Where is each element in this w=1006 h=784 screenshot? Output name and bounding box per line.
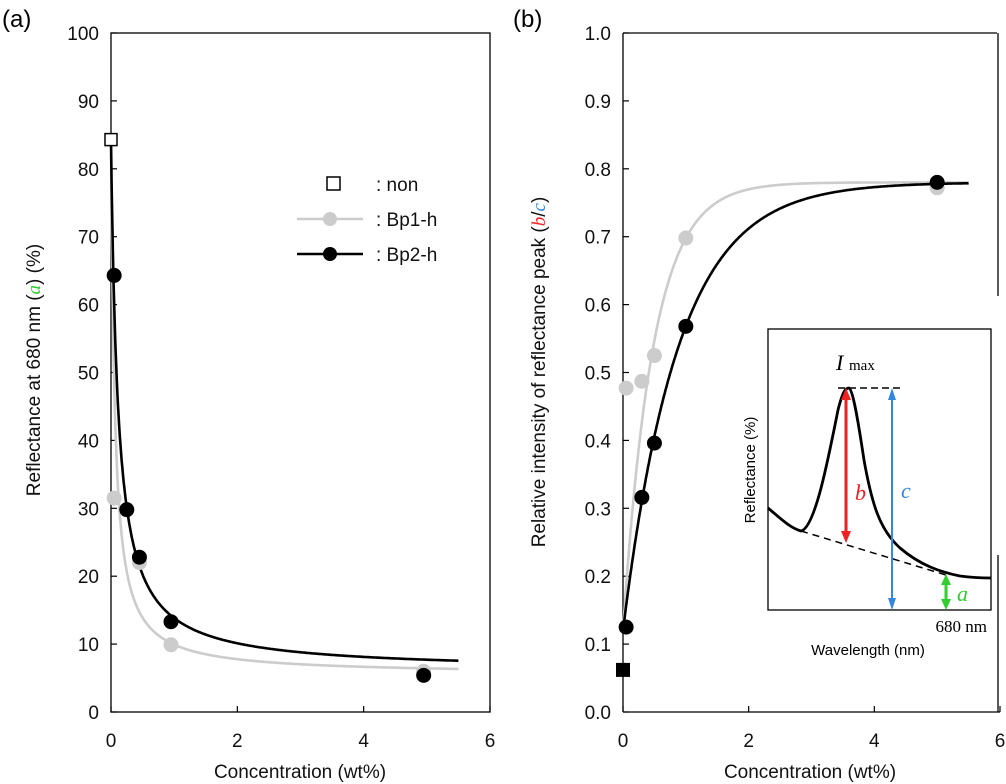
panel-a-xlabel: Concentration (wt%): [214, 762, 386, 783]
x-tick-label: 2: [232, 731, 243, 752]
legend: : non : Bp1-h : Bp2-h: [297, 175, 437, 266]
y-tick-label: 50: [78, 364, 99, 385]
y-tick-label: 40: [78, 431, 99, 452]
panel-b: 0.0 0.1 0.2 0.3 0.4 0.5 0.6 0.7 0.8 0.9 1.0 0 2 4 6 Co…: [529, 24, 1005, 783]
a-label: a: [957, 581, 968, 606]
bp1-h-fit-curve: [621, 181, 969, 631]
x-tick-label: 4: [358, 731, 369, 752]
y-tick-label: 100: [67, 24, 99, 45]
y-tick-label: 0.9: [585, 92, 611, 113]
y-tick-label: 0.6: [585, 296, 611, 317]
y-tick-label: 0: [88, 703, 99, 724]
x-tick-label: 2: [743, 731, 754, 752]
panel-a-label: (a): [2, 6, 31, 33]
y-tick-label: 0.1: [585, 635, 611, 656]
bp1-h-point: [618, 380, 634, 396]
x-tick-label: 0: [106, 731, 117, 752]
non-point: [616, 662, 630, 677]
panel-b-xlabel: Concentration (wt%): [724, 762, 896, 783]
bp2-h-point: [106, 267, 122, 283]
bp2-h-point: [163, 614, 179, 630]
y-tick-label: 0.7: [585, 228, 611, 249]
x-tick-label: 0: [618, 731, 629, 752]
x-tick-label: 4: [869, 731, 880, 752]
bp2-h-point: [646, 435, 662, 451]
y-tick-label: 60: [78, 296, 99, 317]
y-tick-label: 90: [78, 92, 99, 113]
imax-subscript: max: [849, 358, 875, 374]
legend-bp1-marker: [323, 212, 337, 226]
bp1-h-point: [646, 348, 662, 364]
bp2-h-point: [119, 502, 135, 518]
bp1-h-point: [163, 637, 179, 653]
panel-a: 0 10 20 30 40 50 60 70 80 90 100 0 2 4 6 Concentration…: [24, 24, 495, 783]
inset-ylabel: Reflectance (%): [742, 417, 759, 524]
bp1-h-point: [106, 490, 122, 506]
bp2-h-point: [678, 318, 694, 334]
y-tick-label: 10: [78, 635, 99, 656]
bp1-h-point: [678, 230, 694, 246]
c-label: c: [901, 478, 911, 503]
y-tick-label: 0.4: [585, 431, 612, 452]
x-tick-label: 6: [485, 731, 496, 752]
inset-schematic: I max b c a 680 nm Wavelength (nm) Refle…: [742, 328, 992, 659]
inset-680nm-label: 680 nm: [936, 617, 987, 636]
y-tick-label: 1.0: [585, 24, 611, 45]
bp2-h-point: [131, 549, 147, 565]
imax-label: I: [835, 350, 845, 375]
inset-baseline-dashed: [800, 530, 947, 576]
bp2-h-point: [416, 667, 432, 683]
b-arrow: [841, 388, 851, 543]
inset-spectrum-curve: [767, 386, 992, 580]
bp2-h-point: [634, 489, 650, 505]
y-tick-label: 20: [78, 567, 99, 588]
y-tick-label: 70: [78, 228, 99, 249]
inset-xlabel: Wavelength (nm): [811, 642, 925, 659]
y-tick-label: 0.3: [585, 499, 611, 520]
y-tick-label: 0.5: [585, 364, 611, 385]
panel-b-ylabel: Relative intensity of reflectance peak (…: [529, 197, 550, 548]
non-point: [104, 132, 118, 147]
bp2-h-fit-curve: [621, 181, 969, 631]
y-tick-label: 0.2: [585, 567, 611, 588]
panel-b-label: (b): [513, 6, 542, 33]
panel-a-ylabel: Reflectance at 680 nm (a) (%): [24, 244, 45, 496]
bp2-h-fit-curve: [109, 139, 459, 662]
bp2-h-point: [929, 174, 945, 190]
legend-non-marker: [326, 176, 341, 191]
legend-non-label: : non: [376, 175, 418, 196]
b-label: b: [855, 480, 866, 505]
y-tick-label: 0.0: [585, 703, 611, 724]
legend-bp1-label: : Bp1-h: [376, 210, 437, 231]
a-arrow: [941, 574, 951, 610]
y-tick-label: 0.8: [585, 160, 611, 181]
legend-bp2-marker: [323, 247, 337, 261]
x-tick-label: 6: [995, 731, 1006, 752]
y-tick-label: 80: [78, 160, 99, 181]
inset-frame: [767, 328, 992, 611]
c-arrow: [888, 388, 896, 610]
bp2-h-point: [618, 619, 634, 635]
panel-a-frame: [110, 32, 491, 713]
y-tick-label: 30: [78, 499, 99, 520]
bp1-h-point: [634, 373, 650, 389]
legend-bp2-label: : Bp2-h: [376, 245, 437, 266]
